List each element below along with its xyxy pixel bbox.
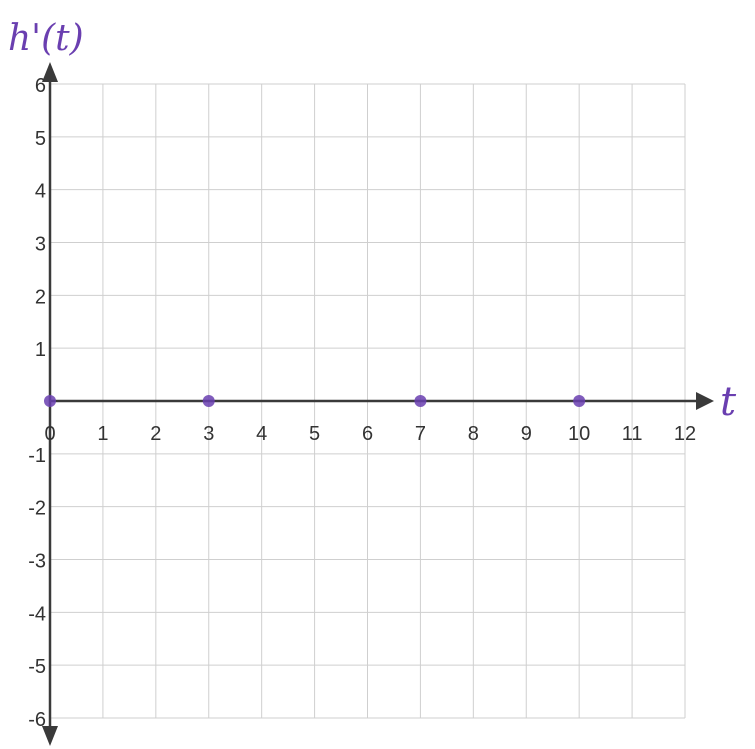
x-tick-label: 12 [674, 423, 696, 445]
data-points [44, 395, 586, 407]
y-tick-label: -4 [28, 603, 46, 625]
y-axis-label: h'(t) [8, 18, 84, 59]
x-axis-arrow [696, 392, 714, 410]
y-axis-arrow-up [42, 62, 58, 82]
x-tick-label: 2 [150, 423, 161, 445]
x-tick-label: 1 [97, 423, 108, 445]
y-axis-arrow-down [42, 726, 58, 746]
x-axis-label: t [720, 379, 737, 425]
data-point [202, 395, 215, 407]
y-tick-label: -1 [28, 445, 46, 467]
x-tick-label: 11 [622, 423, 643, 445]
y-tick-label: 6 [35, 75, 46, 97]
x-tick-label: 3 [203, 423, 214, 445]
y-tick-label: 4 [35, 181, 46, 203]
x-tick-label: 5 [309, 423, 320, 445]
y-tick-label: -2 [28, 498, 46, 520]
x-tick-label: 0 [44, 423, 55, 445]
y-tick-label: -6 [28, 709, 46, 731]
y-tick-label: 3 [35, 234, 46, 256]
x-tick-label: 8 [468, 423, 479, 445]
x-tick-label: 7 [415, 423, 426, 445]
x-tick-label: 4 [256, 423, 267, 445]
x-tick-label: 6 [362, 423, 373, 445]
x-tick-label: 10 [568, 423, 590, 445]
x-tick-labels: 0 1 2 3 4 5 6 7 8 9 10 11 12 [44, 423, 696, 445]
data-point [573, 395, 586, 407]
y-tick-label: 2 [35, 286, 46, 308]
y-tick-label: -3 [28, 551, 46, 573]
data-point [414, 395, 427, 407]
y-tick-label: 5 [35, 128, 46, 150]
y-tick-labels: 6 5 4 3 2 1 -1 -2 -3 -4 -5 -6 [28, 75, 46, 731]
axes [42, 62, 714, 746]
x-tick-label: 9 [521, 423, 532, 445]
y-tick-label: 1 [35, 339, 46, 361]
y-tick-label: -5 [28, 656, 46, 678]
data-point [44, 395, 56, 407]
